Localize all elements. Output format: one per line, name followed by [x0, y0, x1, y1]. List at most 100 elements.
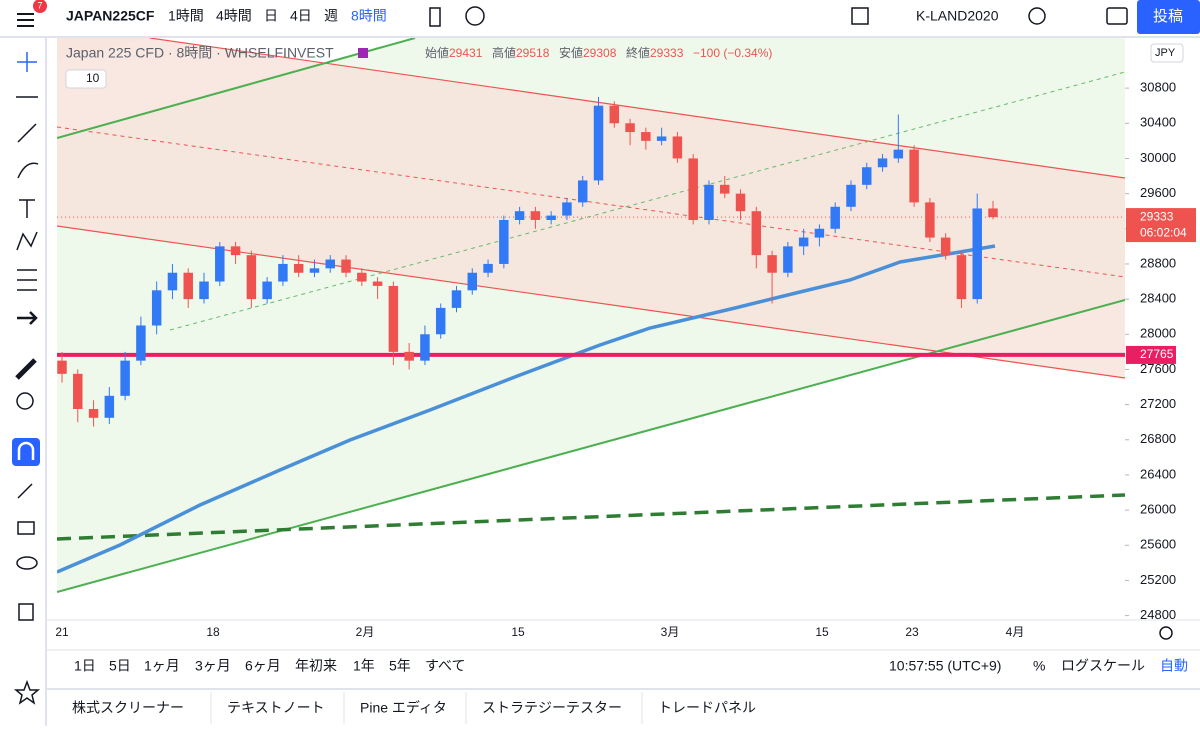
interval[interactable]: 8時間: [351, 8, 387, 24]
candle-body: [73, 373, 83, 410]
range-button[interactable]: 5日: [109, 658, 131, 674]
candle-body: [88, 409, 99, 418]
axis-settings-icon[interactable]: [1159, 626, 1173, 640]
channel-line: [57, 38, 416, 139]
percent-toggle[interactable]: %: [1033, 658, 1045, 674]
candle-body: [183, 272, 193, 300]
publish-label[interactable]: 投稿: [1153, 8, 1183, 25]
x-tick-label: 21: [55, 625, 69, 639]
y-tick-label: 27200: [1140, 396, 1176, 411]
candle-body: [862, 167, 872, 185]
x-tick-label: 4月: [1006, 625, 1025, 639]
arrow-icon[interactable]: [17, 311, 38, 325]
panel-tab[interactable]: トレードパネル: [658, 700, 756, 716]
range-button[interactable]: 3ヶ月: [195, 658, 231, 674]
layout-name[interactable]: K-LAND2020: [916, 8, 999, 24]
range-button[interactable]: 1ヶ月: [144, 658, 180, 674]
y-tick-label: 29600: [1140, 185, 1176, 200]
log-toggle[interactable]: ログスケール: [1061, 658, 1145, 674]
panel-tab[interactable]: テキストノート: [227, 700, 325, 716]
y-tick-label: 24800: [1140, 607, 1176, 622]
panel-tab[interactable]: Pine エディタ: [360, 700, 447, 716]
left-bar: [0, 38, 45, 726]
last-price-label: 29333: [1140, 209, 1174, 223]
candle-body: [262, 281, 272, 300]
range-button[interactable]: 1日: [74, 658, 96, 674]
candle-body: [499, 219, 509, 264]
zoom-icon[interactable]: [16, 392, 34, 410]
trash-icon[interactable]: [18, 603, 34, 621]
candle-body: [704, 184, 714, 220]
candle-body: [199, 281, 209, 300]
level-label: 27765: [1140, 347, 1174, 361]
candle-body: [325, 259, 335, 269]
candle-body: [451, 290, 462, 308]
range-button[interactable]: 6ヶ月: [245, 658, 281, 674]
candle-body: [230, 246, 241, 256]
candle-body: [577, 180, 588, 203]
range-button[interactable]: 年初来: [295, 658, 337, 674]
candle-body: [956, 255, 967, 300]
candle-body: [593, 105, 604, 181]
candle-body: [972, 208, 982, 300]
interval[interactable]: 4日: [290, 8, 312, 24]
candle-body: [120, 360, 130, 396]
candle-body: [846, 184, 856, 207]
ohlc-change: −100 (−0.34%): [693, 46, 772, 60]
fib-icon[interactable]: [17, 123, 37, 143]
auto-toggle[interactable]: 自動: [1160, 658, 1188, 674]
text-icon[interactable]: [19, 199, 35, 218]
candle-body: [293, 263, 304, 273]
candle-body: [988, 208, 998, 218]
magnet-icon: [17, 441, 35, 460]
candle-body: [215, 246, 225, 282]
y-tick-label: 25600: [1140, 537, 1176, 552]
range-button[interactable]: すべて: [425, 658, 465, 674]
y-tick-label: 26400: [1140, 466, 1176, 481]
candle-body: [435, 307, 446, 335]
range-button[interactable]: 5年: [389, 658, 411, 674]
add-indicator-icon[interactable]: [465, 6, 485, 26]
brush-icon[interactable]: [17, 162, 39, 179]
currency-box: [1150, 43, 1184, 63]
candle-body: [814, 228, 825, 238]
interval[interactable]: 1時間: [168, 8, 204, 24]
pattern-icon[interactable]: [16, 231, 38, 251]
panel-tab[interactable]: 株式スクリーナー: [72, 700, 184, 716]
settings-icon[interactable]: [1028, 7, 1046, 25]
y-tick-label: 27600: [1140, 361, 1176, 376]
candle-body: [830, 206, 840, 229]
candle-body: [720, 184, 730, 194]
ruler-icon[interactable]: [15, 358, 37, 380]
panel-tab[interactable]: ストラテジーテスター: [482, 700, 622, 716]
snapshot-icon[interactable]: [1106, 7, 1128, 25]
candle-body: [151, 290, 162, 326]
star-icon[interactable]: [13, 679, 41, 705]
x-tick-label: 23: [905, 625, 919, 639]
candle-body: [420, 334, 430, 361]
interval[interactable]: 4時間: [216, 8, 252, 24]
ohlc-value: 29431: [449, 46, 483, 60]
candle-body: [672, 136, 683, 159]
candle-body: [530, 211, 541, 220]
eye-icon[interactable]: [16, 556, 38, 570]
symbol: JAPAN225CF: [66, 8, 155, 24]
candle-body: [641, 132, 651, 141]
candle-body: [877, 158, 888, 168]
publish-button[interactable]: [1137, 0, 1200, 34]
candle-body: [309, 268, 320, 273]
candle-body: [625, 123, 635, 133]
interval[interactable]: 週: [324, 8, 338, 24]
lock-draw-icon[interactable]: [17, 483, 33, 499]
interval[interactable]: 日: [264, 8, 278, 24]
candle-type-icon[interactable]: [429, 7, 441, 27]
candle-body: [167, 272, 178, 291]
badge: [33, 0, 47, 13]
candle-body: [483, 263, 493, 273]
y-tick-label: 30000: [1140, 150, 1176, 165]
range-button[interactable]: 1年: [353, 658, 375, 674]
lock-icon[interactable]: [17, 521, 35, 535]
forecast-icon[interactable]: [17, 269, 37, 291]
checkbox-icon[interactable]: [851, 7, 869, 25]
